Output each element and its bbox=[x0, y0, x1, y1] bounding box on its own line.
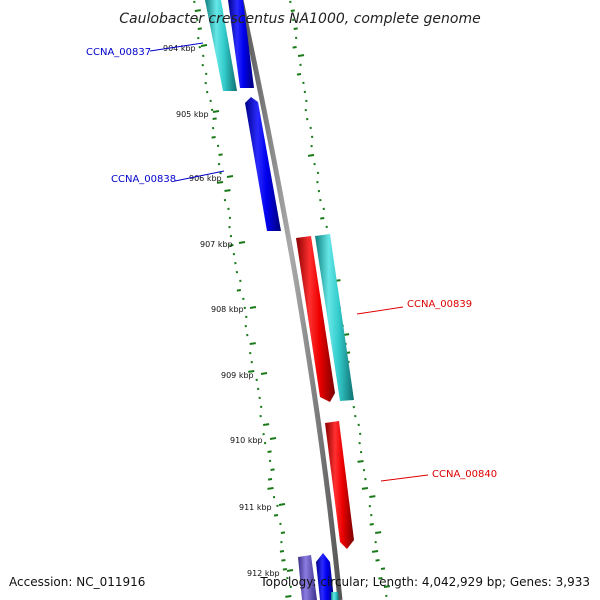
tick-mark bbox=[226, 175, 234, 178]
gc-skew-tick bbox=[216, 181, 224, 184]
tick-mark bbox=[269, 437, 277, 440]
gc-skew-tick bbox=[194, 9, 201, 12]
gc-skew-tick bbox=[270, 468, 275, 471]
gc-skew-tick bbox=[361, 487, 369, 490]
tick-label: 908 kbp bbox=[211, 305, 244, 314]
gc-skew-tick bbox=[297, 54, 305, 57]
gc-skew-tick bbox=[369, 523, 374, 526]
gc-skew-tick bbox=[281, 559, 286, 562]
tick-mark bbox=[278, 503, 286, 506]
tick-label: 904 kbp bbox=[163, 44, 196, 53]
gene-label-ccna-00839[interactable]: CCNA_00839 bbox=[407, 299, 472, 310]
accession-label: Accession: NC_011916 bbox=[9, 575, 145, 589]
tick-label: 905 kbp bbox=[176, 110, 209, 119]
tick-label: 912 kbp bbox=[247, 569, 280, 578]
gc-skew-tick bbox=[267, 487, 274, 490]
gene-label-ccna-00840[interactable]: CCNA_00840 bbox=[432, 469, 497, 480]
label-leader-line bbox=[356, 306, 404, 315]
gc-skew-tick bbox=[236, 289, 241, 292]
gc-skew-tick bbox=[262, 423, 270, 426]
gc-skew-tick bbox=[375, 559, 380, 562]
gc-skew-tick bbox=[380, 567, 386, 570]
gc-skew-tick bbox=[218, 153, 223, 156]
gc-skew-tick bbox=[273, 514, 279, 517]
tick-mark bbox=[249, 306, 257, 309]
gc-skew-tick bbox=[224, 189, 231, 192]
gc-skew-tick bbox=[296, 73, 302, 76]
gc-skew-tick bbox=[292, 46, 297, 49]
gc-skew-tick bbox=[290, 9, 295, 12]
gc-skew-tick bbox=[371, 550, 379, 553]
tick-mark bbox=[212, 110, 220, 113]
gc-skew-tick bbox=[378, 577, 383, 580]
tick-label: 909 kbp bbox=[221, 371, 254, 380]
label-leader-line bbox=[149, 42, 204, 52]
gc-skew-tick bbox=[267, 450, 272, 453]
gene-feature-red bbox=[325, 421, 354, 549]
gene-feature-cyan bbox=[331, 592, 339, 600]
gc-skew-tick bbox=[320, 217, 325, 220]
gene-feature-cyan bbox=[205, 0, 237, 91]
gc-skew-tick bbox=[307, 154, 315, 157]
gc-skew-tick bbox=[293, 27, 298, 30]
gc-skew-tick bbox=[211, 136, 216, 139]
gene-feature-blue bbox=[228, 0, 254, 88]
tick-label: 910 kbp bbox=[230, 436, 263, 445]
tick-mark bbox=[200, 44, 208, 47]
tick-label: 911 kbp bbox=[239, 503, 272, 512]
gene-feature-red bbox=[296, 236, 335, 402]
gc-skew-tick bbox=[282, 568, 288, 571]
gc-skew-tick bbox=[249, 342, 256, 345]
gc-skew-tick bbox=[279, 550, 285, 553]
gc-skew-tick bbox=[375, 531, 382, 534]
tick-label: 907 kbp bbox=[200, 240, 233, 249]
tick-mark bbox=[260, 372, 268, 375]
label-leader-line bbox=[174, 170, 225, 182]
gc-skew-tick bbox=[280, 531, 286, 534]
gc-skew-ticks bbox=[193, 0, 391, 598]
tick-mark bbox=[238, 241, 246, 244]
gc-skew-tick bbox=[369, 495, 376, 498]
gene-label-ccna-00837[interactable]: CCNA_00837 bbox=[86, 47, 151, 58]
map-title: Caulobacter crescentus NA1000, complete … bbox=[119, 11, 480, 27]
gene-feature-blue bbox=[316, 553, 334, 600]
gene-label-ccna-00838[interactable]: CCNA_00838 bbox=[111, 174, 176, 185]
genome-backbone bbox=[238, 0, 343, 600]
gene-feature-cyan bbox=[315, 234, 354, 401]
gc-skew-tick bbox=[229, 244, 234, 247]
gene-feature-blue bbox=[245, 97, 281, 231]
gene-feature-violet bbox=[298, 555, 317, 600]
gc-skew-tick bbox=[267, 478, 273, 481]
coordinate-ticks: 904 kbp 905 kbp 906 kbp 907 kbp 908 kbp … bbox=[163, 44, 294, 578]
label-leader-line bbox=[380, 474, 429, 482]
gc-skew-tick bbox=[248, 370, 255, 373]
gc-skew-tick bbox=[212, 117, 217, 120]
gc-skew-tick bbox=[197, 27, 202, 30]
gc-skew-tick bbox=[357, 460, 364, 463]
gene-features bbox=[205, 0, 354, 600]
gene-labels: CCNA_00837 CCNA_00838 CCNA_00839 CCNA_00… bbox=[86, 42, 497, 482]
gc-skew-tick bbox=[285, 595, 292, 598]
tick-mark bbox=[286, 569, 294, 572]
topology-info: Topology: circular; Length: 4,042,929 bp… bbox=[259, 575, 590, 589]
tick-label: 906 kbp bbox=[189, 174, 222, 183]
gc-skew-tick bbox=[383, 585, 391, 588]
